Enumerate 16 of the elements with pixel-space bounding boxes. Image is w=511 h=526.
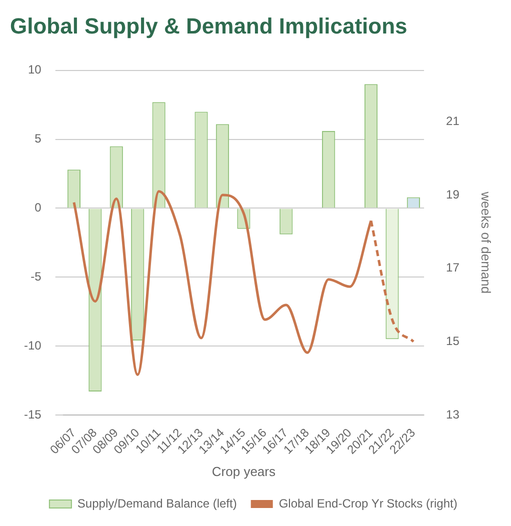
y-tick-label: 5 <box>34 132 42 146</box>
y-tick-label: 10 <box>28 62 42 77</box>
x-axis-title: Crop years <box>212 464 276 479</box>
chart-title: Global Supply & Demand Implications <box>10 13 408 38</box>
y-tick-label: -5 <box>30 269 42 284</box>
legend-label: Supply/Demand Balance (left) <box>77 496 237 510</box>
y2-tick-label: 19 <box>446 187 460 202</box>
y-tick-label: 0 <box>34 200 42 215</box>
y2-axis-title: weeks of demand <box>478 190 494 294</box>
y2-tick-label: 21 <box>446 114 460 128</box>
y2-tick-label: 15 <box>446 334 460 348</box>
legend-label: Global End-Crop Yr Stocks (right) <box>278 496 458 510</box>
y2-tick-label: 17 <box>446 260 460 275</box>
y-tick-label: -15 <box>24 407 42 422</box>
y-tick-label: -10 <box>24 338 42 352</box>
y2-tick-label: 13 <box>446 407 460 422</box>
